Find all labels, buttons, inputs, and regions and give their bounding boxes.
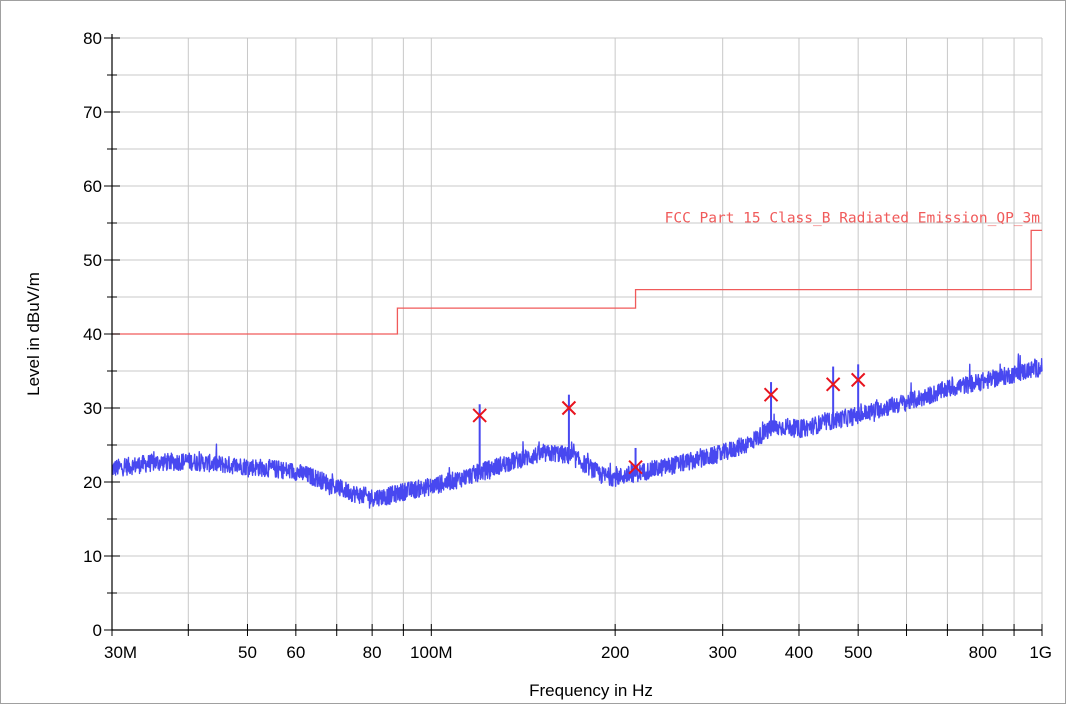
x-tick-label: 800 [969, 643, 997, 662]
x-tick-label: 1G [1029, 643, 1052, 662]
limit-line [112, 229, 1042, 335]
y-tick-label: 20 [83, 473, 102, 492]
limit-line-layer [112, 229, 1042, 335]
x-tick-label: 60 [286, 643, 305, 662]
y-tick-label: 30 [83, 399, 102, 418]
y-tick-label: 60 [83, 177, 102, 196]
marker-stroke [850, 372, 866, 388]
marker-stroke [561, 400, 577, 416]
x-tick-label: 50 [238, 643, 257, 662]
x-tick-label: 300 [708, 643, 736, 662]
y-tick-label: 0 [93, 621, 102, 640]
x-axis-title: Frequency in Hz [529, 681, 653, 700]
peak-marker [561, 400, 577, 416]
y-tick-label: 80 [83, 29, 102, 48]
y-tick-label: 70 [83, 103, 102, 122]
y-tick-label: 40 [83, 325, 102, 344]
peak-marker [472, 408, 487, 423]
x-tick-label: 30M [104, 643, 137, 662]
tick-labels: 0 10 20 30 40 50 60 70 80 30M 50 60 80 100M 200 300 400 5… [83, 29, 1052, 662]
limit-line-label: FCC Part 15 Class_B Radiated Emission_QP… [665, 210, 1041, 226]
x-tick-label: 100M [410, 643, 453, 662]
x-tick-label: 500 [844, 643, 872, 662]
axes [104, 34, 1043, 636]
marker-stroke [628, 459, 643, 475]
y-tick-label: 10 [83, 547, 102, 566]
marker-stroke [472, 408, 487, 423]
marker-stroke [825, 377, 841, 392]
emission-trace [111, 353, 1043, 509]
marker-stroke [763, 387, 779, 402]
peak-marker [825, 377, 841, 392]
x-tick-label: 400 [785, 643, 813, 662]
y-axis-title: Level in dBuV/m [24, 272, 43, 396]
y-tick-label: 50 [83, 251, 102, 270]
emission-trace-layer [111, 353, 1043, 509]
x-tick-label: 80 [363, 643, 382, 662]
peak-marker [628, 459, 643, 475]
peak-marker [763, 387, 779, 402]
peak-marker [850, 372, 866, 388]
marker-layer [472, 372, 866, 475]
x-tick-label: 200 [601, 643, 629, 662]
